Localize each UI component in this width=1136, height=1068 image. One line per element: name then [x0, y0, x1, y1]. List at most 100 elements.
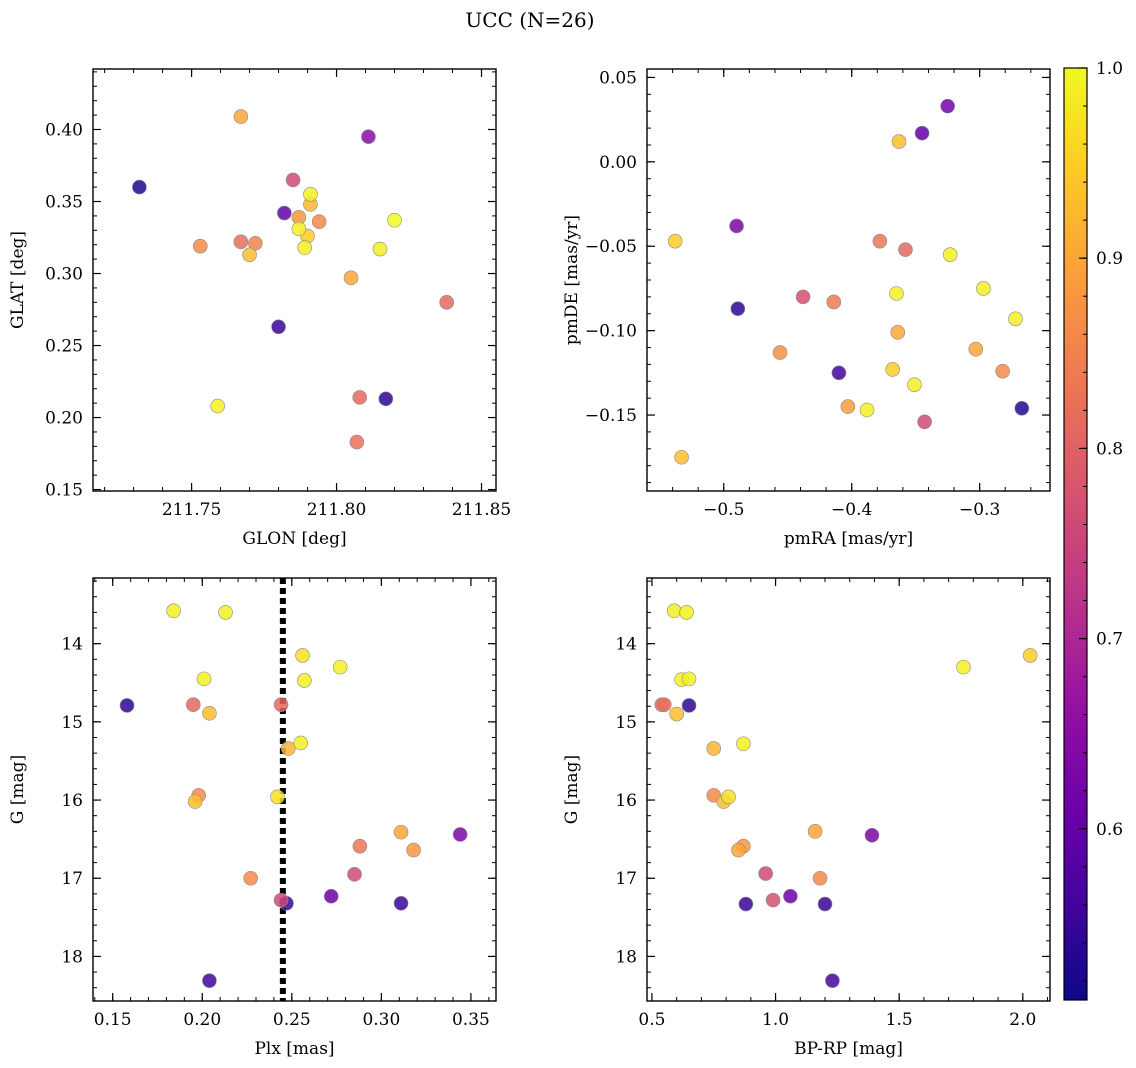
data-point [890, 325, 906, 340]
data-point [681, 698, 697, 713]
data-point [669, 706, 684, 722]
data-point [872, 233, 888, 249]
y-tick-label: 18 [615, 947, 637, 967]
y-tick-label: −0.15 [585, 406, 637, 426]
panel-1: 211.75 211.80 211.85 0.15 0.20 0.25 0.30 0.35 0.… [8, 68, 511, 549]
data-point [343, 270, 359, 286]
data-point [885, 362, 900, 377]
x-tick-label: 0.15 [94, 1010, 132, 1030]
data-point [291, 221, 307, 237]
data-point [119, 698, 135, 713]
panel-2: −0.5 −0.4 −0.3 −0.15 −0.10 −0.05 0.00 0.05 pmRA … [562, 68, 1051, 549]
x-tick-label: 0.5 [638, 1010, 665, 1030]
x-axis-label: GLON [deg] [242, 529, 346, 549]
y-tick-label: 0.05 [599, 68, 637, 88]
data-point [765, 892, 781, 908]
x-tick-label: 1.0 [762, 1010, 789, 1030]
data-point [729, 218, 744, 234]
data-point [995, 363, 1010, 379]
axes-frame [92, 577, 497, 1002]
data-point [277, 205, 292, 221]
y-tick-label: 17 [615, 869, 637, 889]
y-tick-label: 0.35 [45, 193, 83, 213]
data-point [186, 697, 201, 712]
data-point [783, 888, 798, 904]
data-point [132, 179, 147, 195]
x-tick-label: 0.35 [452, 1010, 490, 1030]
data-point [233, 234, 249, 250]
data-point [196, 671, 212, 687]
data-point [271, 319, 286, 335]
data-point [666, 603, 682, 619]
data-point [898, 242, 913, 257]
axes-frame [92, 68, 497, 492]
data-point [1014, 400, 1030, 416]
data-point [889, 286, 904, 301]
data-point [795, 289, 811, 305]
y-axis-label: G [mag] [8, 755, 28, 824]
data-point [210, 398, 225, 414]
x-axis-label: Plx [mas] [254, 1039, 334, 1059]
x-tick-label: 211.75 [162, 500, 221, 520]
scatter-panels: 211.75 211.80 211.850.150.200.250.300.350.… [8, 68, 1051, 1059]
colorbar-tick-label: 0.7 [1096, 630, 1123, 650]
panel-3: 0.15 0.20 0.25 0.30 0.35 14 15 16 17 18 Plx [mas] G… [8, 577, 497, 1059]
data-point [303, 187, 318, 202]
colorbar-tick-label: 1.0 [1096, 59, 1123, 79]
data-point [332, 659, 348, 675]
y-tick-label: 0.15 [45, 481, 83, 501]
data-point [202, 705, 217, 721]
x-tick-label: 0.20 [183, 1010, 221, 1030]
y-tick-label: 0.30 [45, 265, 83, 285]
data-point [864, 827, 880, 843]
data-point [1008, 311, 1023, 327]
data-point [311, 214, 327, 229]
y-tick-label: 0.20 [45, 409, 83, 429]
data-point [202, 973, 217, 988]
data-point [273, 892, 289, 908]
panel-4: 0.5 1.0 1.5 2.0 14 15 16 17 18 BP-RP [mag] G [mag] [562, 577, 1051, 1059]
data-point [393, 824, 409, 840]
data-point [393, 895, 409, 911]
figure-title: UCC (N=26) [465, 8, 594, 32]
x-tick-label: −0.4 [831, 500, 872, 520]
data-point [280, 741, 296, 756]
data-point [917, 414, 932, 430]
data-point [192, 238, 208, 254]
data-point [285, 172, 301, 188]
data-point [273, 697, 289, 712]
data-point [907, 377, 922, 392]
data-point [270, 789, 285, 805]
data-point [361, 129, 376, 144]
axes-frame [646, 577, 1051, 1002]
data-point [297, 240, 312, 255]
data-point [831, 365, 847, 381]
x-tick-label: 1.5 [886, 1010, 913, 1030]
y-tick-label: 16 [615, 791, 637, 811]
data-point [452, 827, 468, 842]
y-tick-label: 15 [615, 713, 637, 733]
data-point [439, 295, 455, 310]
data-point [679, 605, 694, 620]
data-point [825, 973, 840, 988]
data-point [976, 281, 991, 296]
x-tick-label: −0.5 [703, 500, 744, 520]
data-point [674, 449, 689, 465]
data-point [349, 434, 365, 450]
colorbar: 0.6 0.7 0.8 0.9 1.0 [1063, 59, 1123, 1001]
data-point [731, 842, 746, 858]
colorbar-frame [1063, 67, 1088, 1001]
data-point [817, 896, 833, 912]
data-point [891, 134, 907, 149]
x-tick-label: 0.30 [362, 1010, 400, 1030]
data-point [914, 125, 930, 141]
data-point [297, 673, 312, 688]
data-point [758, 866, 773, 881]
data-point [347, 867, 362, 882]
data-point [187, 794, 203, 809]
data-point [657, 697, 672, 712]
data-point [293, 735, 309, 751]
data-point [738, 896, 754, 912]
data-point [736, 736, 751, 752]
